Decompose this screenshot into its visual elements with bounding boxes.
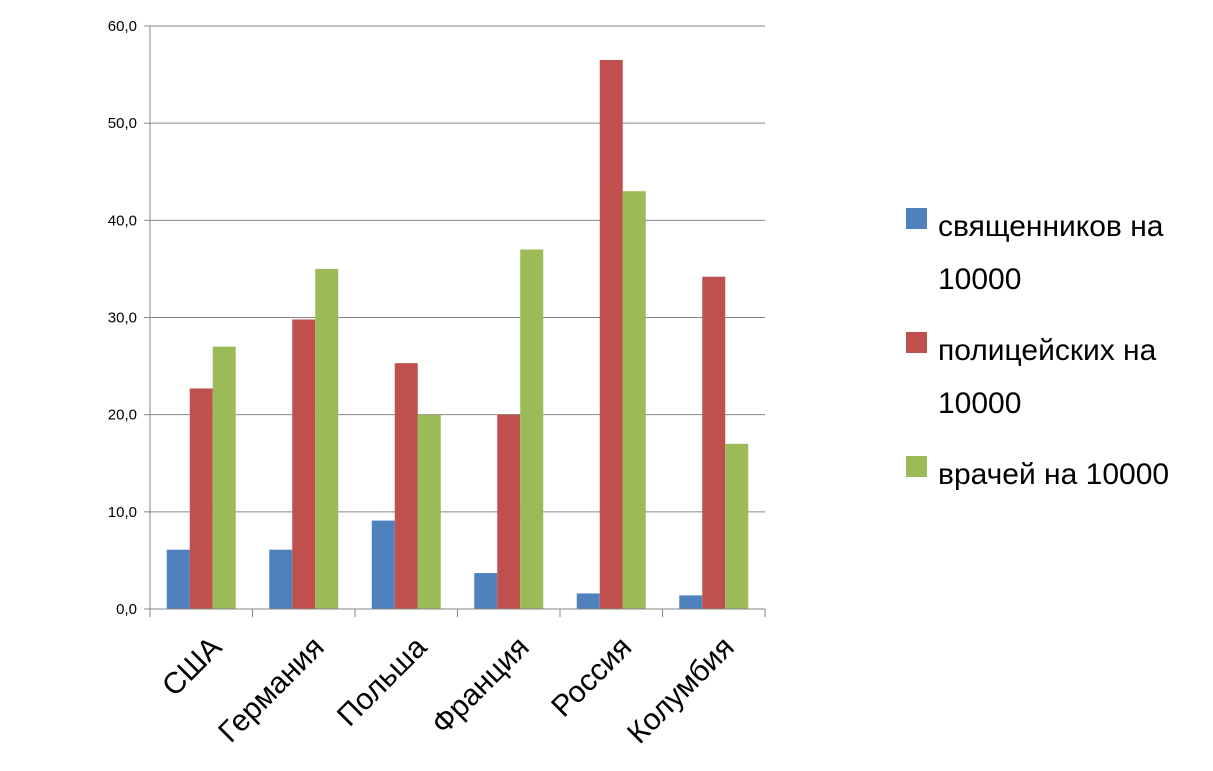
legend-swatch-priests <box>906 208 927 229</box>
y-tick-labels: 0,0 10,0 20,0 30,0 40,0 50,0 60,0 <box>108 18 137 618</box>
legend-item-priests: священников на 10000 <box>906 200 1206 306</box>
bar-doctors <box>725 443 749 609</box>
y-tick-label: 20,0 <box>108 407 137 424</box>
bar-police <box>497 414 521 609</box>
legend-item-doctors: врачей на 10000 <box>906 448 1206 501</box>
bar-doctors <box>622 191 646 609</box>
bar-police <box>599 60 623 609</box>
y-tick-label: 40,0 <box>108 212 137 229</box>
bar-police <box>292 319 316 609</box>
bar-priests <box>269 549 293 609</box>
bar-police <box>394 363 418 609</box>
bar-priests <box>679 595 703 609</box>
legend: священников на 10000 полицейских на 1000… <box>906 200 1206 519</box>
bar-priests <box>474 573 498 609</box>
legend-item-police: полицейских на 10000 <box>906 324 1206 430</box>
bar-doctors <box>212 346 236 609</box>
legend-swatch-doctors <box>906 456 927 477</box>
y-tick-label: 60,0 <box>108 18 137 35</box>
bar-priests <box>166 549 190 609</box>
x-tick-label: Польша <box>331 630 433 732</box>
legend-label-doctors: врачей на 10000 <box>938 458 1170 491</box>
axes <box>144 25 766 617</box>
bar-priests <box>576 593 600 609</box>
bar-doctors <box>315 268 339 609</box>
legend-label-police: полицейских на 10000 <box>938 334 1157 420</box>
bars <box>166 60 749 609</box>
y-tick-label: 50,0 <box>108 115 137 132</box>
x-tick-label: Германия <box>212 631 330 749</box>
legend-label-priests: священников на 10000 <box>938 210 1164 296</box>
x-tick-label: Франция <box>425 631 535 741</box>
bar-doctors <box>520 249 544 609</box>
gridlines <box>150 25 765 513</box>
y-tick-label: 10,0 <box>108 504 137 521</box>
x-tick-label: Россия <box>545 631 638 724</box>
x-tick-label: Колумбия <box>621 631 741 751</box>
y-tick-label: 0,0 <box>116 601 137 618</box>
y-tick-label: 30,0 <box>108 310 137 327</box>
bar-doctors <box>417 414 441 609</box>
bar-priests <box>371 520 395 609</box>
bar-police <box>702 276 726 609</box>
bar-police <box>189 388 213 609</box>
x-tick-label: США <box>156 631 228 703</box>
legend-swatch-police <box>906 332 927 353</box>
